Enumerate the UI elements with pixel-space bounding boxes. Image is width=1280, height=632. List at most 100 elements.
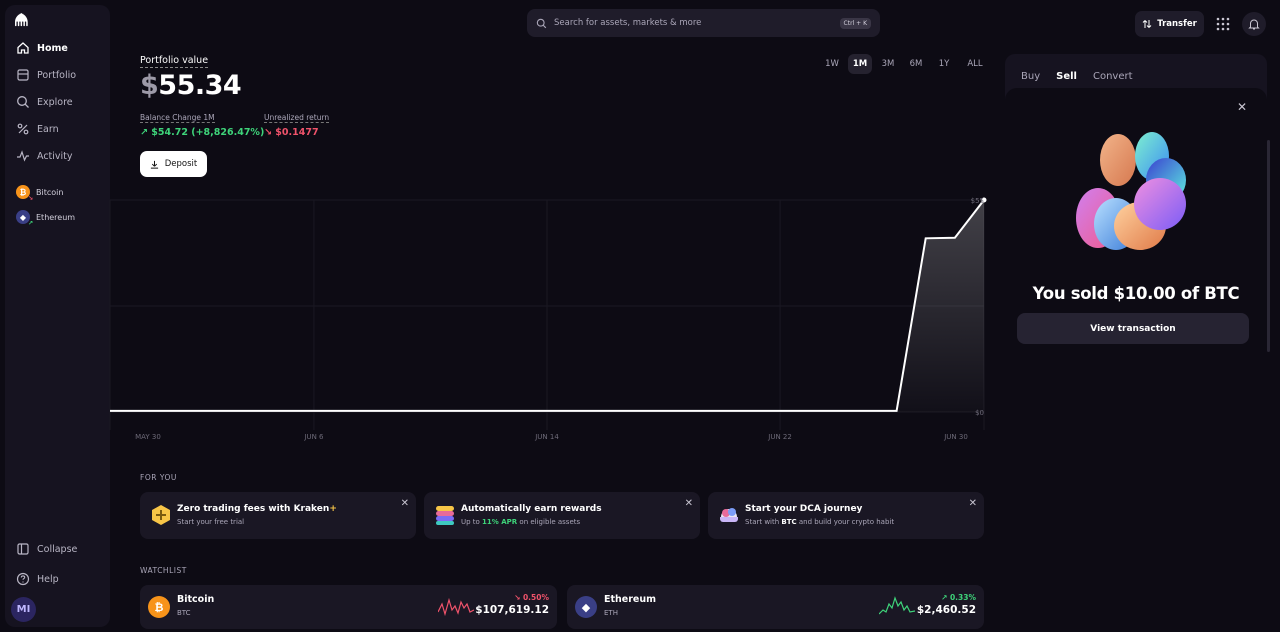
sidebar: Home Portfolio Explore Earn Activity ₿ ↘ …: [5, 5, 110, 627]
dca-icon: [720, 508, 738, 522]
promo-card-kraken-plus[interactable]: Zero trading fees with Kraken+ Start you…: [140, 492, 416, 539]
watchlist-item-bitcoin[interactable]: ₿ Bitcoin BTC ↘ 0.50% $107,619.12: [140, 585, 557, 629]
promo-title: Zero trading fees with Kraken+: [177, 504, 337, 514]
portfolio-value-label[interactable]: Portfolio value: [140, 55, 209, 68]
range-6m[interactable]: 6M: [909, 59, 923, 69]
nav-label: Explore: [37, 96, 73, 108]
deposit-button[interactable]: Deposit: [140, 151, 207, 177]
portfolio-chart[interactable]: MAY 30 JUN 6 JUN 14 JUN 22 JUN 30 $0 $55: [0, 190, 990, 450]
promo-subtitle-post: and build your crypto habit: [796, 518, 895, 526]
promo-title-plus: +: [329, 504, 337, 514]
range-3m[interactable]: 3M: [881, 59, 895, 69]
sidebar-asset-ethereum[interactable]: ◆ ↗ Ethereum: [16, 210, 75, 227]
nav-activity[interactable]: Activity: [16, 149, 73, 163]
bitcoin-icon: ₿: [148, 596, 170, 618]
tab-buy[interactable]: Buy: [1021, 71, 1041, 82]
sell-confirmation-toast: ✕ You sold $10.00 of BTC View transactio…: [1005, 88, 1267, 368]
chart-area: [896, 200, 984, 412]
tab-sell[interactable]: Sell: [1056, 71, 1077, 82]
kraken-plus-icon: [152, 505, 170, 525]
watchlist-change-value: 0.33%: [949, 593, 976, 602]
percent-icon: [17, 123, 29, 135]
close-icon[interactable]: ✕: [968, 498, 977, 509]
close-icon[interactable]: ✕: [684, 498, 693, 509]
avatar[interactable]: MI: [11, 597, 36, 622]
for-you-label: FOR YOU: [140, 473, 177, 482]
watchlist-item-ethereum[interactable]: ◆ Ethereum ETH ↗ 0.33% $2,460.52: [567, 585, 984, 629]
nav-label: Home: [37, 42, 68, 54]
nav-earn[interactable]: Earn: [16, 122, 59, 136]
sidebar-collapse-icon: [17, 543, 29, 555]
x-axis-tick-label: JUN 30: [943, 433, 968, 441]
help-icon: [16, 572, 30, 586]
help-button[interactable]: Help: [16, 572, 59, 586]
promo-subtitle: Start with BTC and build your crypto hab…: [745, 518, 894, 526]
x-axis-tick-label: JUN 6: [303, 433, 324, 441]
range-1y[interactable]: 1Y: [938, 59, 950, 69]
trade-tabs: Buy Sell Convert: [1021, 71, 1133, 82]
rewards-stack-icon: [436, 506, 454, 525]
balance-change-value: ↗ $54.72 (+8,826.47%): [140, 127, 265, 138]
nav-label: Portfolio: [37, 69, 77, 81]
promo-subtitle: Up to 11% APR on eligible assets: [461, 518, 580, 526]
range-all[interactable]: ALL: [967, 59, 983, 69]
activity-icon: [17, 150, 29, 162]
x-axis-tick-label: MAY 30: [135, 433, 161, 441]
balance-change-amount: $54.72 (+8,826.47%): [151, 127, 265, 138]
watchlist-change: ↗ 0.33%: [941, 593, 976, 602]
bell-icon: [1248, 19, 1260, 30]
nav-portfolio[interactable]: Portfolio: [16, 68, 76, 82]
promo-subtitle: Start your free trial: [177, 518, 245, 526]
tab-convert[interactable]: Convert: [1092, 71, 1133, 82]
portfolio-icon: [17, 69, 29, 81]
promo-title: Automatically earn rewards: [461, 504, 602, 514]
collapse-button[interactable]: Collapse: [16, 542, 77, 556]
download-icon: [150, 160, 158, 169]
unrealized-return-amount: $0.1477: [275, 127, 319, 138]
ethereum-icon: ◆: [575, 596, 597, 618]
nav-home[interactable]: Home: [16, 41, 68, 55]
watchlist-price: $2,460.52: [916, 604, 976, 616]
watchlist-change: ↘ 0.50%: [514, 593, 549, 602]
range-1w[interactable]: 1W: [825, 59, 839, 69]
chart-end-point: [981, 197, 987, 203]
deposit-label: Deposit: [164, 159, 198, 169]
search-placeholder: Search for assets, markets & more: [554, 18, 702, 28]
search-input[interactable]: Search for assets, markets & more Ctrl +…: [527, 9, 880, 37]
watchlist-name: Bitcoin: [177, 594, 215, 605]
portfolio-value: $55.34: [140, 70, 242, 101]
sparkline-chart: [879, 596, 915, 615]
search-icon: [536, 18, 547, 28]
nav-label: Earn: [37, 123, 59, 135]
unrealized-return-value: ↘ $0.1477: [264, 127, 319, 138]
transfer-label: Transfer: [1157, 19, 1197, 29]
currency-symbol: $: [140, 70, 159, 101]
toast-title: You sold $10.00 of BTC: [1032, 284, 1240, 303]
nav-label: Activity: [37, 150, 73, 162]
apps-grid-icon[interactable]: [1215, 16, 1231, 32]
promo-subtitle-pre: Start with: [745, 518, 782, 526]
collapse-label: Collapse: [37, 543, 78, 555]
promo-card-earn-rewards[interactable]: Automatically earn rewards Up to 11% APR…: [424, 492, 700, 539]
balance-change-label[interactable]: Balance Change 1M: [140, 113, 215, 123]
sidebar-asset-bitcoin[interactable]: ₿ ↘ Bitcoin: [16, 185, 64, 202]
promo-card-dca[interactable]: Start your DCA journey Start with BTC an…: [708, 492, 984, 539]
x-axis-tick-label: JUN 22: [767, 433, 792, 441]
home-icon: [17, 42, 29, 54]
notifications-button[interactable]: [1242, 12, 1266, 36]
view-transaction-button[interactable]: View transaction: [1017, 313, 1249, 344]
unrealized-return-label[interactable]: Unrealized return: [264, 113, 330, 123]
chart-line: [110, 199, 985, 412]
close-icon[interactable]: ✕: [400, 498, 409, 509]
nav-explore[interactable]: Explore: [16, 95, 73, 109]
range-1m[interactable]: 1M: [848, 54, 872, 74]
ethereum-icon: ◆ ↗: [16, 210, 33, 227]
close-icon[interactable]: ✕: [1236, 100, 1247, 114]
panel-scrollbar[interactable]: [1267, 140, 1270, 352]
asset-label: Bitcoin: [36, 187, 64, 197]
search-icon: [17, 96, 29, 108]
transfer-button[interactable]: Transfer: [1135, 11, 1204, 37]
kraken-logo-icon[interactable]: [15, 13, 33, 27]
y-axis-tick-label: $55: [971, 197, 984, 205]
search-shortcut-badge: Ctrl + K: [839, 17, 871, 29]
